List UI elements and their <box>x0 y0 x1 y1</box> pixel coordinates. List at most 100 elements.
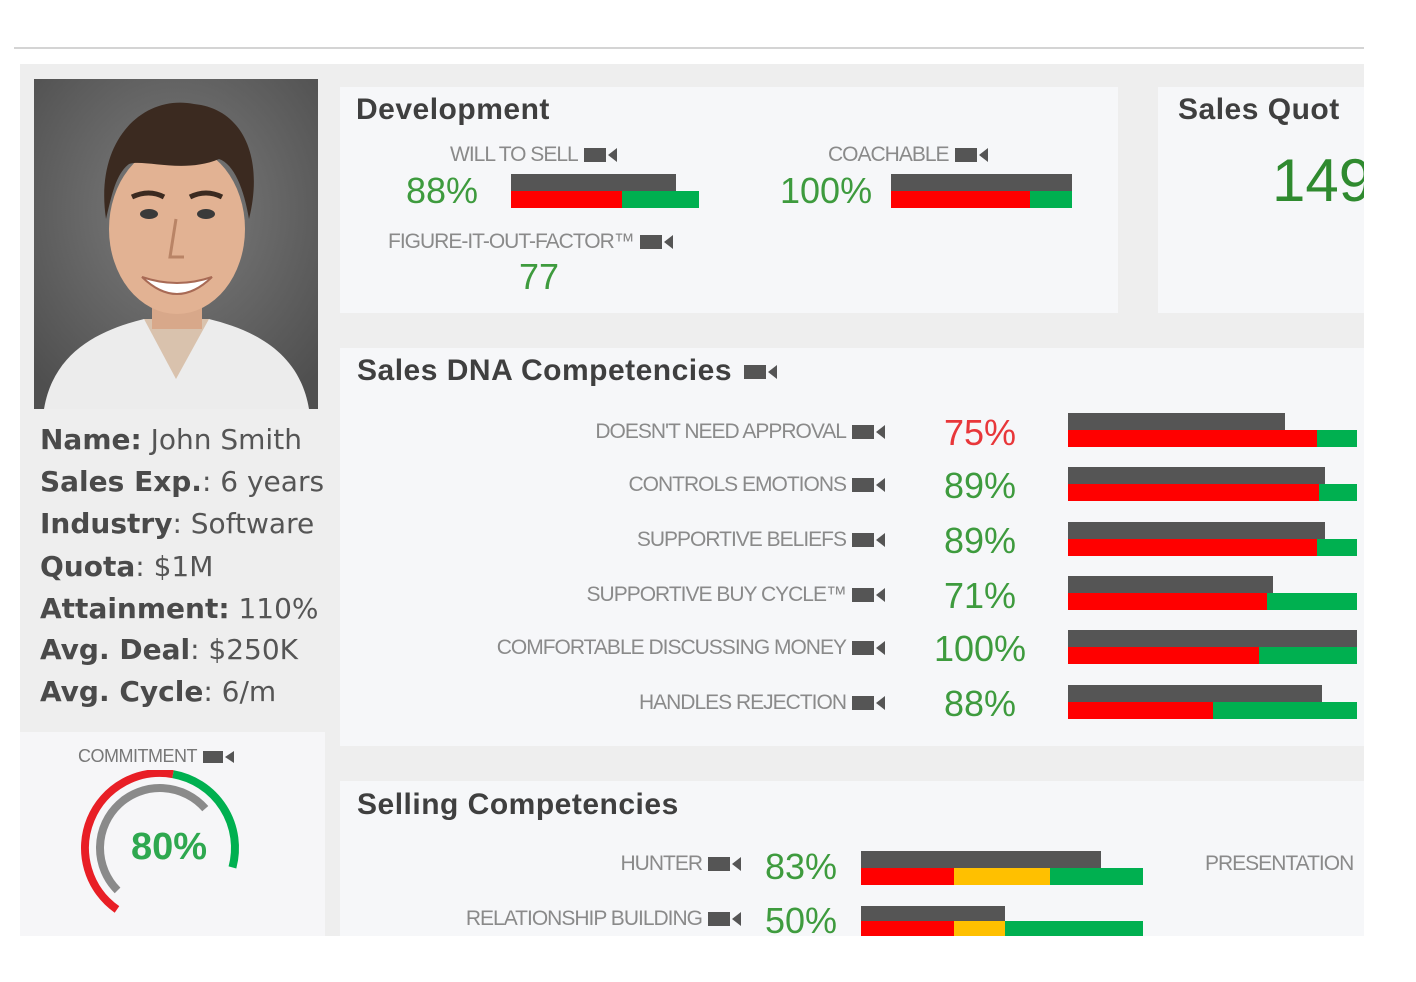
bar-red-segment <box>1068 702 1213 719</box>
commitment-panel <box>20 732 325 936</box>
profile-value: : 6/m <box>203 675 277 708</box>
dna-value-beliefs: 89% <box>943 520 1017 561</box>
video-camera-icon[interactable] <box>708 910 742 928</box>
profile-label: Industry <box>40 507 173 540</box>
bar-red-segment <box>1068 484 1320 501</box>
relationship-building-label[interactable]: RELATIONSHIP BUILDING <box>466 907 742 931</box>
video-camera-icon[interactable] <box>852 586 886 604</box>
gauge-progress-arc <box>81 770 174 913</box>
will-to-sell-label[interactable]: WILL TO SELL <box>450 143 618 167</box>
profile-value: : 6 years <box>201 465 325 498</box>
video-camera-icon[interactable] <box>852 476 886 494</box>
dna-bar-rejection <box>1068 685 1357 719</box>
bar-benchmark <box>1068 522 1326 539</box>
will-to-sell-value: 88% <box>406 170 479 211</box>
profile-label: Quota <box>40 550 136 583</box>
video-camera-icon[interactable] <box>954 146 989 164</box>
figure-it-out-label[interactable]: FIGURE-IT-OUT-FACTOR™ <box>388 230 674 254</box>
profile-label: Attainment: <box>40 592 230 625</box>
hunter-value: 83% <box>765 846 838 887</box>
bar-yellow-segment <box>954 921 1005 936</box>
profile-value: 110% <box>229 592 319 625</box>
coachable-label[interactable]: COACHABLE <box>828 143 989 167</box>
bar-red-segment <box>1068 593 1268 610</box>
relationship-building-bar <box>861 906 1143 936</box>
video-camera-icon[interactable] <box>202 749 235 765</box>
profile-label: Avg. Deal <box>40 633 191 666</box>
profile-details-panel <box>20 410 325 730</box>
bar-benchmark <box>1068 413 1285 430</box>
bar-benchmark <box>1068 576 1274 593</box>
top-divider <box>14 47 1364 49</box>
commitment-label[interactable]: COMMITMENT <box>78 746 235 767</box>
dna-label-approval[interactable]: DOESN'T NEED APPROVAL <box>595 420 886 444</box>
profile-name: Name: John Smith <box>40 423 302 456</box>
commitment-value: 80% <box>130 826 208 868</box>
profile-sales-exp: Sales Exp.: 6 years <box>40 465 324 498</box>
selling-competencies-title: Selling Competencies <box>357 788 679 821</box>
bar-benchmark <box>1068 685 1323 702</box>
commitment-gauge <box>81 770 239 913</box>
bar-benchmark <box>891 174 1072 191</box>
video-camera-icon[interactable] <box>852 423 886 441</box>
bar-benchmark <box>1068 467 1326 484</box>
bar-red-segment <box>1068 647 1259 664</box>
sales-quota-title: Sales Quot <box>1178 93 1340 126</box>
bar-benchmark <box>861 906 1005 921</box>
bar-benchmark <box>861 851 1101 868</box>
dna-bar-money <box>1068 630 1357 664</box>
profile-label: Avg. Cycle <box>40 675 204 708</box>
dna-label-money[interactable]: COMFORTABLE DISCUSSING MONEY <box>497 636 886 660</box>
dna-value-money: 100% <box>933 628 1027 669</box>
development-title: Development <box>356 93 550 126</box>
bar-red-segment <box>861 921 955 936</box>
sales-dna-title[interactable]: Sales DNA Competencies <box>357 354 778 388</box>
profile-value: : Software <box>172 507 315 540</box>
dna-label-beliefs[interactable]: SUPPORTIVE BELIEFS <box>637 528 886 552</box>
bar-benchmark <box>511 174 677 191</box>
sales-quota-value: 149 <box>1272 147 1364 214</box>
bar-red-segment <box>861 868 955 885</box>
profile-quota: Quota: $1M <box>40 550 213 583</box>
profile-value: John Smith <box>141 423 302 456</box>
video-camera-icon[interactable] <box>744 363 778 381</box>
sales-quota-card <box>1158 87 1364 313</box>
profile-label: Name: <box>40 423 142 456</box>
video-camera-icon[interactable] <box>639 233 674 251</box>
dna-label-buy-cycle[interactable]: SUPPORTIVE BUY CYCLE™ <box>587 583 886 607</box>
video-camera-icon[interactable] <box>852 639 886 657</box>
bar-red-segment <box>1068 430 1317 447</box>
will-to-sell-bar <box>511 174 699 208</box>
bar-red-segment <box>511 191 622 208</box>
profile-industry: Industry: Software <box>40 507 314 540</box>
dna-bar-emotions <box>1068 467 1357 501</box>
hunter-label[interactable]: HUNTER <box>621 852 743 876</box>
selling-competencies-card <box>340 781 1364 936</box>
profile-value: : $1M <box>135 550 214 583</box>
dna-value-approval: 75% <box>943 412 1017 453</box>
dna-label-rejection[interactable]: HANDLES REJECTION <box>639 691 886 715</box>
video-camera-icon[interactable] <box>583 146 618 164</box>
gauge-inner-arc <box>96 784 209 894</box>
gauge-remainder-arc <box>172 770 239 869</box>
relationship-building-value: 50% <box>765 900 838 941</box>
dna-label-emotions[interactable]: CONTROLS EMOTIONS <box>628 473 886 497</box>
profile-value: : $250K <box>190 633 299 666</box>
dna-value-rejection: 88% <box>943 683 1017 724</box>
dna-bar-approval <box>1068 413 1357 447</box>
bar-yellow-segment <box>954 868 1050 885</box>
profile-label: Sales Exp. <box>40 465 202 498</box>
hunter-bar <box>861 851 1143 885</box>
video-camera-icon[interactable] <box>708 855 742 873</box>
dna-bar-beliefs <box>1068 522 1357 556</box>
video-camera-icon[interactable] <box>852 531 886 549</box>
profile-photo <box>34 79 318 409</box>
coachable-bar <box>891 174 1072 208</box>
coachable-value: 100% <box>780 170 873 211</box>
bar-red-segment <box>1068 539 1317 556</box>
presentation-label[interactable]: PRESENTATION <box>1205 852 1354 875</box>
video-camera-icon[interactable] <box>852 694 886 712</box>
bar-red-segment <box>891 191 1031 208</box>
dna-value-buy-cycle: 71% <box>943 575 1017 616</box>
profile-avg-deal: Avg. Deal: $250K <box>40 633 298 666</box>
